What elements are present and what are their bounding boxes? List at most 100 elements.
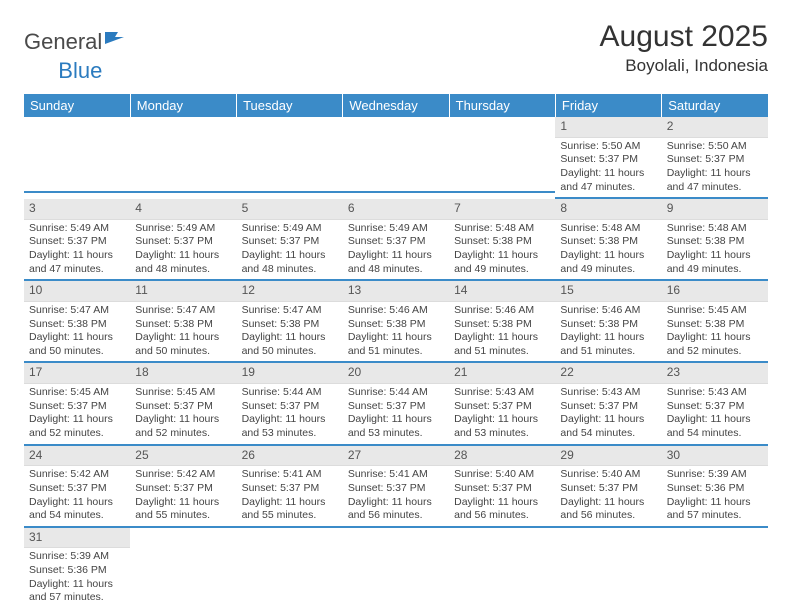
day-cell: 15Sunrise: 5:46 AMSunset: 5:38 PMDayligh… <box>555 281 661 363</box>
day-details: Sunrise: 5:40 AMSunset: 5:37 PMDaylight:… <box>449 466 555 528</box>
day-cell: 10Sunrise: 5:47 AMSunset: 5:38 PMDayligh… <box>24 281 130 363</box>
calendar-cell: 19Sunrise: 5:44 AMSunset: 5:37 PMDayligh… <box>237 363 343 445</box>
sunrise-line: Sunrise: 5:48 AM <box>560 222 656 236</box>
calendar-week-row: 31Sunrise: 5:39 AMSunset: 5:36 PMDayligh… <box>24 528 768 608</box>
sunset-line: Sunset: 5:37 PM <box>135 400 231 414</box>
day-number: 15 <box>555 281 661 302</box>
calendar-cell: 7Sunrise: 5:48 AMSunset: 5:38 PMDaylight… <box>449 199 555 281</box>
day-cell: 24Sunrise: 5:42 AMSunset: 5:37 PMDayligh… <box>24 446 130 528</box>
logo-text-2: Blue <box>58 58 102 84</box>
sunrise-line: Sunrise: 5:41 AM <box>348 468 444 482</box>
daylight-line: Daylight: 11 hours and 55 minutes. <box>242 496 338 523</box>
daylight-line: Daylight: 11 hours and 49 minutes. <box>560 249 656 276</box>
day-number: 10 <box>24 281 130 302</box>
day-details: Sunrise: 5:43 AMSunset: 5:37 PMDaylight:… <box>449 384 555 446</box>
calendar-cell <box>449 117 555 199</box>
day-number: 22 <box>555 363 661 384</box>
day-number: 5 <box>237 199 343 220</box>
sunset-line: Sunset: 5:38 PM <box>560 318 656 332</box>
daylight-line: Daylight: 11 hours and 47 minutes. <box>29 249 125 276</box>
day-details: Sunrise: 5:41 AMSunset: 5:37 PMDaylight:… <box>237 466 343 528</box>
location: Boyolali, Indonesia <box>600 56 768 76</box>
calendar-week-row: 3Sunrise: 5:49 AMSunset: 5:37 PMDaylight… <box>24 199 768 281</box>
daylight-line: Daylight: 11 hours and 48 minutes. <box>135 249 231 276</box>
calendar-cell <box>343 528 449 608</box>
day-cell: 27Sunrise: 5:41 AMSunset: 5:37 PMDayligh… <box>343 446 449 528</box>
sunrise-line: Sunrise: 5:43 AM <box>667 386 763 400</box>
sunrise-line: Sunrise: 5:40 AM <box>454 468 550 482</box>
sunrise-line: Sunrise: 5:47 AM <box>242 304 338 318</box>
daylight-line: Daylight: 11 hours and 50 minutes. <box>242 331 338 358</box>
calendar-cell: 5Sunrise: 5:49 AMSunset: 5:37 PMDaylight… <box>237 199 343 281</box>
empty-cell <box>343 117 449 193</box>
day-details: Sunrise: 5:46 AMSunset: 5:38 PMDaylight:… <box>343 302 449 364</box>
day-details: Sunrise: 5:39 AMSunset: 5:36 PMDaylight:… <box>662 466 768 528</box>
daylight-line: Daylight: 11 hours and 55 minutes. <box>135 496 231 523</box>
calendar-cell: 13Sunrise: 5:46 AMSunset: 5:38 PMDayligh… <box>343 281 449 363</box>
day-cell: 19Sunrise: 5:44 AMSunset: 5:37 PMDayligh… <box>237 363 343 445</box>
calendar-cell: 6Sunrise: 5:49 AMSunset: 5:37 PMDaylight… <box>343 199 449 281</box>
calendar-cell: 25Sunrise: 5:42 AMSunset: 5:37 PMDayligh… <box>130 446 236 528</box>
calendar-cell: 17Sunrise: 5:45 AMSunset: 5:37 PMDayligh… <box>24 363 130 445</box>
day-cell: 23Sunrise: 5:43 AMSunset: 5:37 PMDayligh… <box>662 363 768 445</box>
day-cell: 18Sunrise: 5:45 AMSunset: 5:37 PMDayligh… <box>130 363 236 445</box>
day-number: 4 <box>130 199 236 220</box>
day-number: 20 <box>343 363 449 384</box>
empty-cell <box>24 117 130 193</box>
day-number: 1 <box>555 117 661 138</box>
sunrise-line: Sunrise: 5:49 AM <box>29 222 125 236</box>
sunset-line: Sunset: 5:37 PM <box>348 400 444 414</box>
day-number: 30 <box>662 446 768 467</box>
day-cell: 5Sunrise: 5:49 AMSunset: 5:37 PMDaylight… <box>237 199 343 281</box>
daylight-line: Daylight: 11 hours and 51 minutes. <box>454 331 550 358</box>
daylight-line: Daylight: 11 hours and 52 minutes. <box>667 331 763 358</box>
empty-cell <box>449 117 555 193</box>
calendar-cell: 24Sunrise: 5:42 AMSunset: 5:37 PMDayligh… <box>24 446 130 528</box>
calendar-cell: 29Sunrise: 5:40 AMSunset: 5:37 PMDayligh… <box>555 446 661 528</box>
sunset-line: Sunset: 5:37 PM <box>667 153 763 167</box>
sunset-line: Sunset: 5:37 PM <box>29 400 125 414</box>
daylight-line: Daylight: 11 hours and 56 minutes. <box>454 496 550 523</box>
daylight-line: Daylight: 11 hours and 49 minutes. <box>667 249 763 276</box>
day-number: 11 <box>130 281 236 302</box>
day-number: 7 <box>449 199 555 220</box>
calendar-cell <box>130 117 236 199</box>
sunrise-line: Sunrise: 5:46 AM <box>348 304 444 318</box>
day-cell: 16Sunrise: 5:45 AMSunset: 5:38 PMDayligh… <box>662 281 768 363</box>
day-number: 21 <box>449 363 555 384</box>
sunrise-line: Sunrise: 5:45 AM <box>667 304 763 318</box>
day-details: Sunrise: 5:43 AMSunset: 5:37 PMDaylight:… <box>662 384 768 446</box>
weekday-header: Thursday <box>449 94 555 117</box>
calendar-cell: 14Sunrise: 5:46 AMSunset: 5:38 PMDayligh… <box>449 281 555 363</box>
day-details: Sunrise: 5:46 AMSunset: 5:38 PMDaylight:… <box>449 302 555 364</box>
day-number: 2 <box>662 117 768 138</box>
sunrise-line: Sunrise: 5:50 AM <box>667 140 763 154</box>
daylight-line: Daylight: 11 hours and 48 minutes. <box>348 249 444 276</box>
sunrise-line: Sunrise: 5:44 AM <box>242 386 338 400</box>
daylight-line: Daylight: 11 hours and 53 minutes. <box>454 413 550 440</box>
day-details: Sunrise: 5:49 AMSunset: 5:37 PMDaylight:… <box>237 220 343 282</box>
calendar-body: 1Sunrise: 5:50 AMSunset: 5:37 PMDaylight… <box>24 117 768 608</box>
calendar-cell <box>555 528 661 608</box>
flag-icon <box>104 26 126 52</box>
calendar-table: SundayMondayTuesdayWednesdayThursdayFrid… <box>24 94 768 608</box>
sunset-line: Sunset: 5:37 PM <box>348 235 444 249</box>
day-number: 25 <box>130 446 236 467</box>
title-block: August 2025 Boyolali, Indonesia <box>600 20 768 76</box>
sunset-line: Sunset: 5:38 PM <box>454 235 550 249</box>
daylight-line: Daylight: 11 hours and 54 minutes. <box>560 413 656 440</box>
daylight-line: Daylight: 11 hours and 53 minutes. <box>242 413 338 440</box>
daylight-line: Daylight: 11 hours and 56 minutes. <box>560 496 656 523</box>
calendar-cell: 4Sunrise: 5:49 AMSunset: 5:37 PMDaylight… <box>130 199 236 281</box>
day-number: 13 <box>343 281 449 302</box>
empty-cell <box>237 117 343 193</box>
calendar-cell <box>343 117 449 199</box>
daylight-line: Daylight: 11 hours and 52 minutes. <box>135 413 231 440</box>
sunset-line: Sunset: 5:37 PM <box>135 235 231 249</box>
calendar-cell: 18Sunrise: 5:45 AMSunset: 5:37 PMDayligh… <box>130 363 236 445</box>
calendar-cell: 12Sunrise: 5:47 AMSunset: 5:38 PMDayligh… <box>237 281 343 363</box>
sunset-line: Sunset: 5:37 PM <box>242 400 338 414</box>
calendar-cell <box>130 528 236 608</box>
calendar-cell: 27Sunrise: 5:41 AMSunset: 5:37 PMDayligh… <box>343 446 449 528</box>
weekday-header: Saturday <box>662 94 768 117</box>
